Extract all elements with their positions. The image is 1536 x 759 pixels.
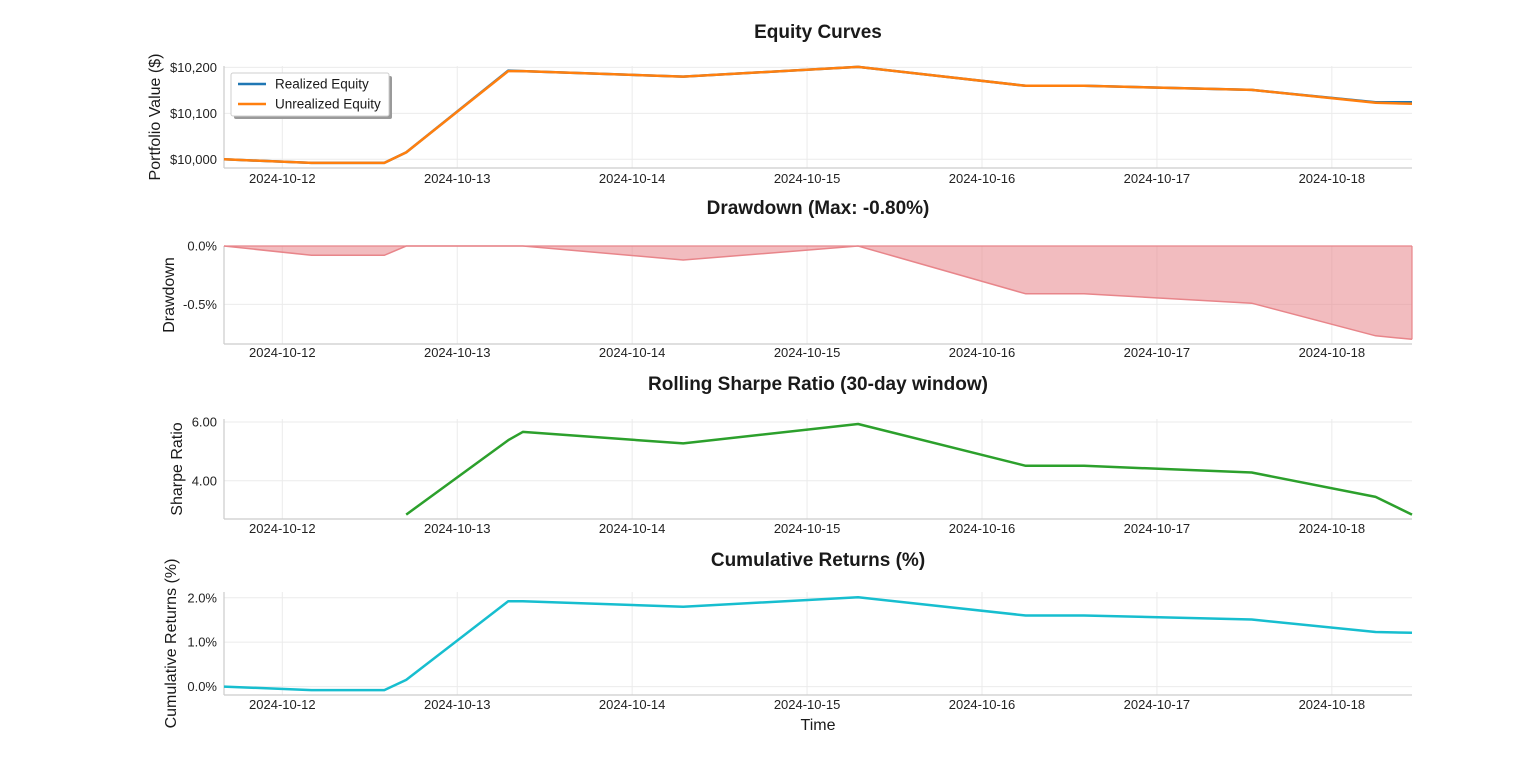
legend-box — [230, 72, 390, 117]
x-tick-label: 2024-10-18 — [1299, 345, 1366, 360]
panel-title: Rolling Sharpe Ratio (30-day window) — [648, 374, 988, 395]
panel-title: Cumulative Returns (%) — [711, 550, 925, 571]
y-tick-label: -0.5% — [183, 297, 217, 312]
y-tick-label: $10,200 — [170, 60, 217, 75]
x-tick-label: 2024-10-16 — [949, 345, 1016, 360]
y-tick-label: 4.00 — [192, 473, 217, 488]
x-tick-label: 2024-10-16 — [949, 697, 1016, 712]
x-tick-label: 2024-10-13 — [424, 697, 491, 712]
y-tick-label: 1.0% — [187, 635, 217, 650]
x-tick-label: 2024-10-12 — [249, 697, 316, 712]
cumulative-returns-panel: Cumulative Returns (%) Cumulative Returns… — [163, 550, 1413, 729]
x-tick-label: 2024-10-15 — [774, 345, 841, 360]
y-tick-label: $10,100 — [170, 106, 217, 121]
x-tick-label: 2024-10-17 — [1124, 697, 1191, 712]
x-tick-label: 2024-10-13 — [424, 171, 491, 186]
y-tick-label: $10,000 — [170, 152, 217, 167]
x-tick-label: 2024-10-15 — [774, 171, 841, 186]
panel-title: Drawdown (Max: -0.80%) — [707, 198, 930, 219]
legend-label: Unrealized Equity — [275, 97, 381, 112]
y-axis-label: Portfolio Value ($) — [147, 54, 164, 181]
series-2-line — [405, 422, 1413, 516]
x-tick-label: 2024-10-17 — [1124, 171, 1191, 186]
rolling-sharpe-panel: Rolling Sharpe Ratio (30-day window) Shar… — [169, 374, 1413, 536]
y-tick-label: 6.00 — [192, 414, 217, 429]
drawdown-area — [224, 246, 1412, 340]
x-tick-label: 2024-10-14 — [599, 521, 666, 536]
x-tick-label: 2024-10-17 — [1124, 345, 1191, 360]
panel-title: Equity Curves — [754, 22, 882, 43]
x-axis-label: Time — [801, 717, 836, 734]
x-tick-label: 2024-10-17 — [1124, 521, 1191, 536]
x-tick-label: 2024-10-18 — [1299, 521, 1366, 536]
x-tick-label: 2024-10-15 — [774, 521, 841, 536]
x-tick-label: 2024-10-14 — [599, 171, 666, 186]
x-tick-label: 2024-10-13 — [424, 345, 491, 360]
x-tick-label: 2024-10-14 — [599, 697, 666, 712]
series-3-line — [223, 596, 1413, 692]
x-tick-label: 2024-10-13 — [424, 521, 491, 536]
x-tick-label: 2024-10-15 — [774, 697, 841, 712]
y-tick-label: 2.0% — [187, 590, 217, 605]
y-tick-label: 0.0% — [187, 239, 217, 254]
y-axis-label: Sharpe Ratio — [169, 422, 186, 515]
drawdown-panel: Drawdown (Max: -0.80%) Drawdown 2024-10-12… — [161, 198, 1413, 360]
x-tick-label: 2024-10-12 — [249, 345, 316, 360]
y-tick-label: 0.0% — [187, 679, 217, 694]
x-tick-label: 2024-10-14 — [599, 345, 666, 360]
x-tick-label: 2024-10-16 — [949, 521, 1016, 536]
y-axis-label: Drawdown — [161, 257, 178, 333]
x-tick-label: 2024-10-16 — [949, 171, 1016, 186]
y-axis-label: Cumulative Returns (%) — [163, 559, 180, 729]
x-tick-label: 2024-10-12 — [249, 171, 316, 186]
legend-label: Realized Equity — [275, 77, 369, 92]
x-tick-label: 2024-10-12 — [249, 521, 316, 536]
x-tick-label: 2024-10-18 — [1299, 697, 1366, 712]
realized-equity-line — [223, 65, 1412, 165]
x-tick-label: 2024-10-18 — [1299, 171, 1366, 186]
drawdown-line — [223, 245, 1413, 341]
unrealized-equity-line — [223, 65, 1413, 165]
equity-curves-panel: Equity Curves Portfolio Value ($) 2024-10-… — [147, 22, 1413, 186]
